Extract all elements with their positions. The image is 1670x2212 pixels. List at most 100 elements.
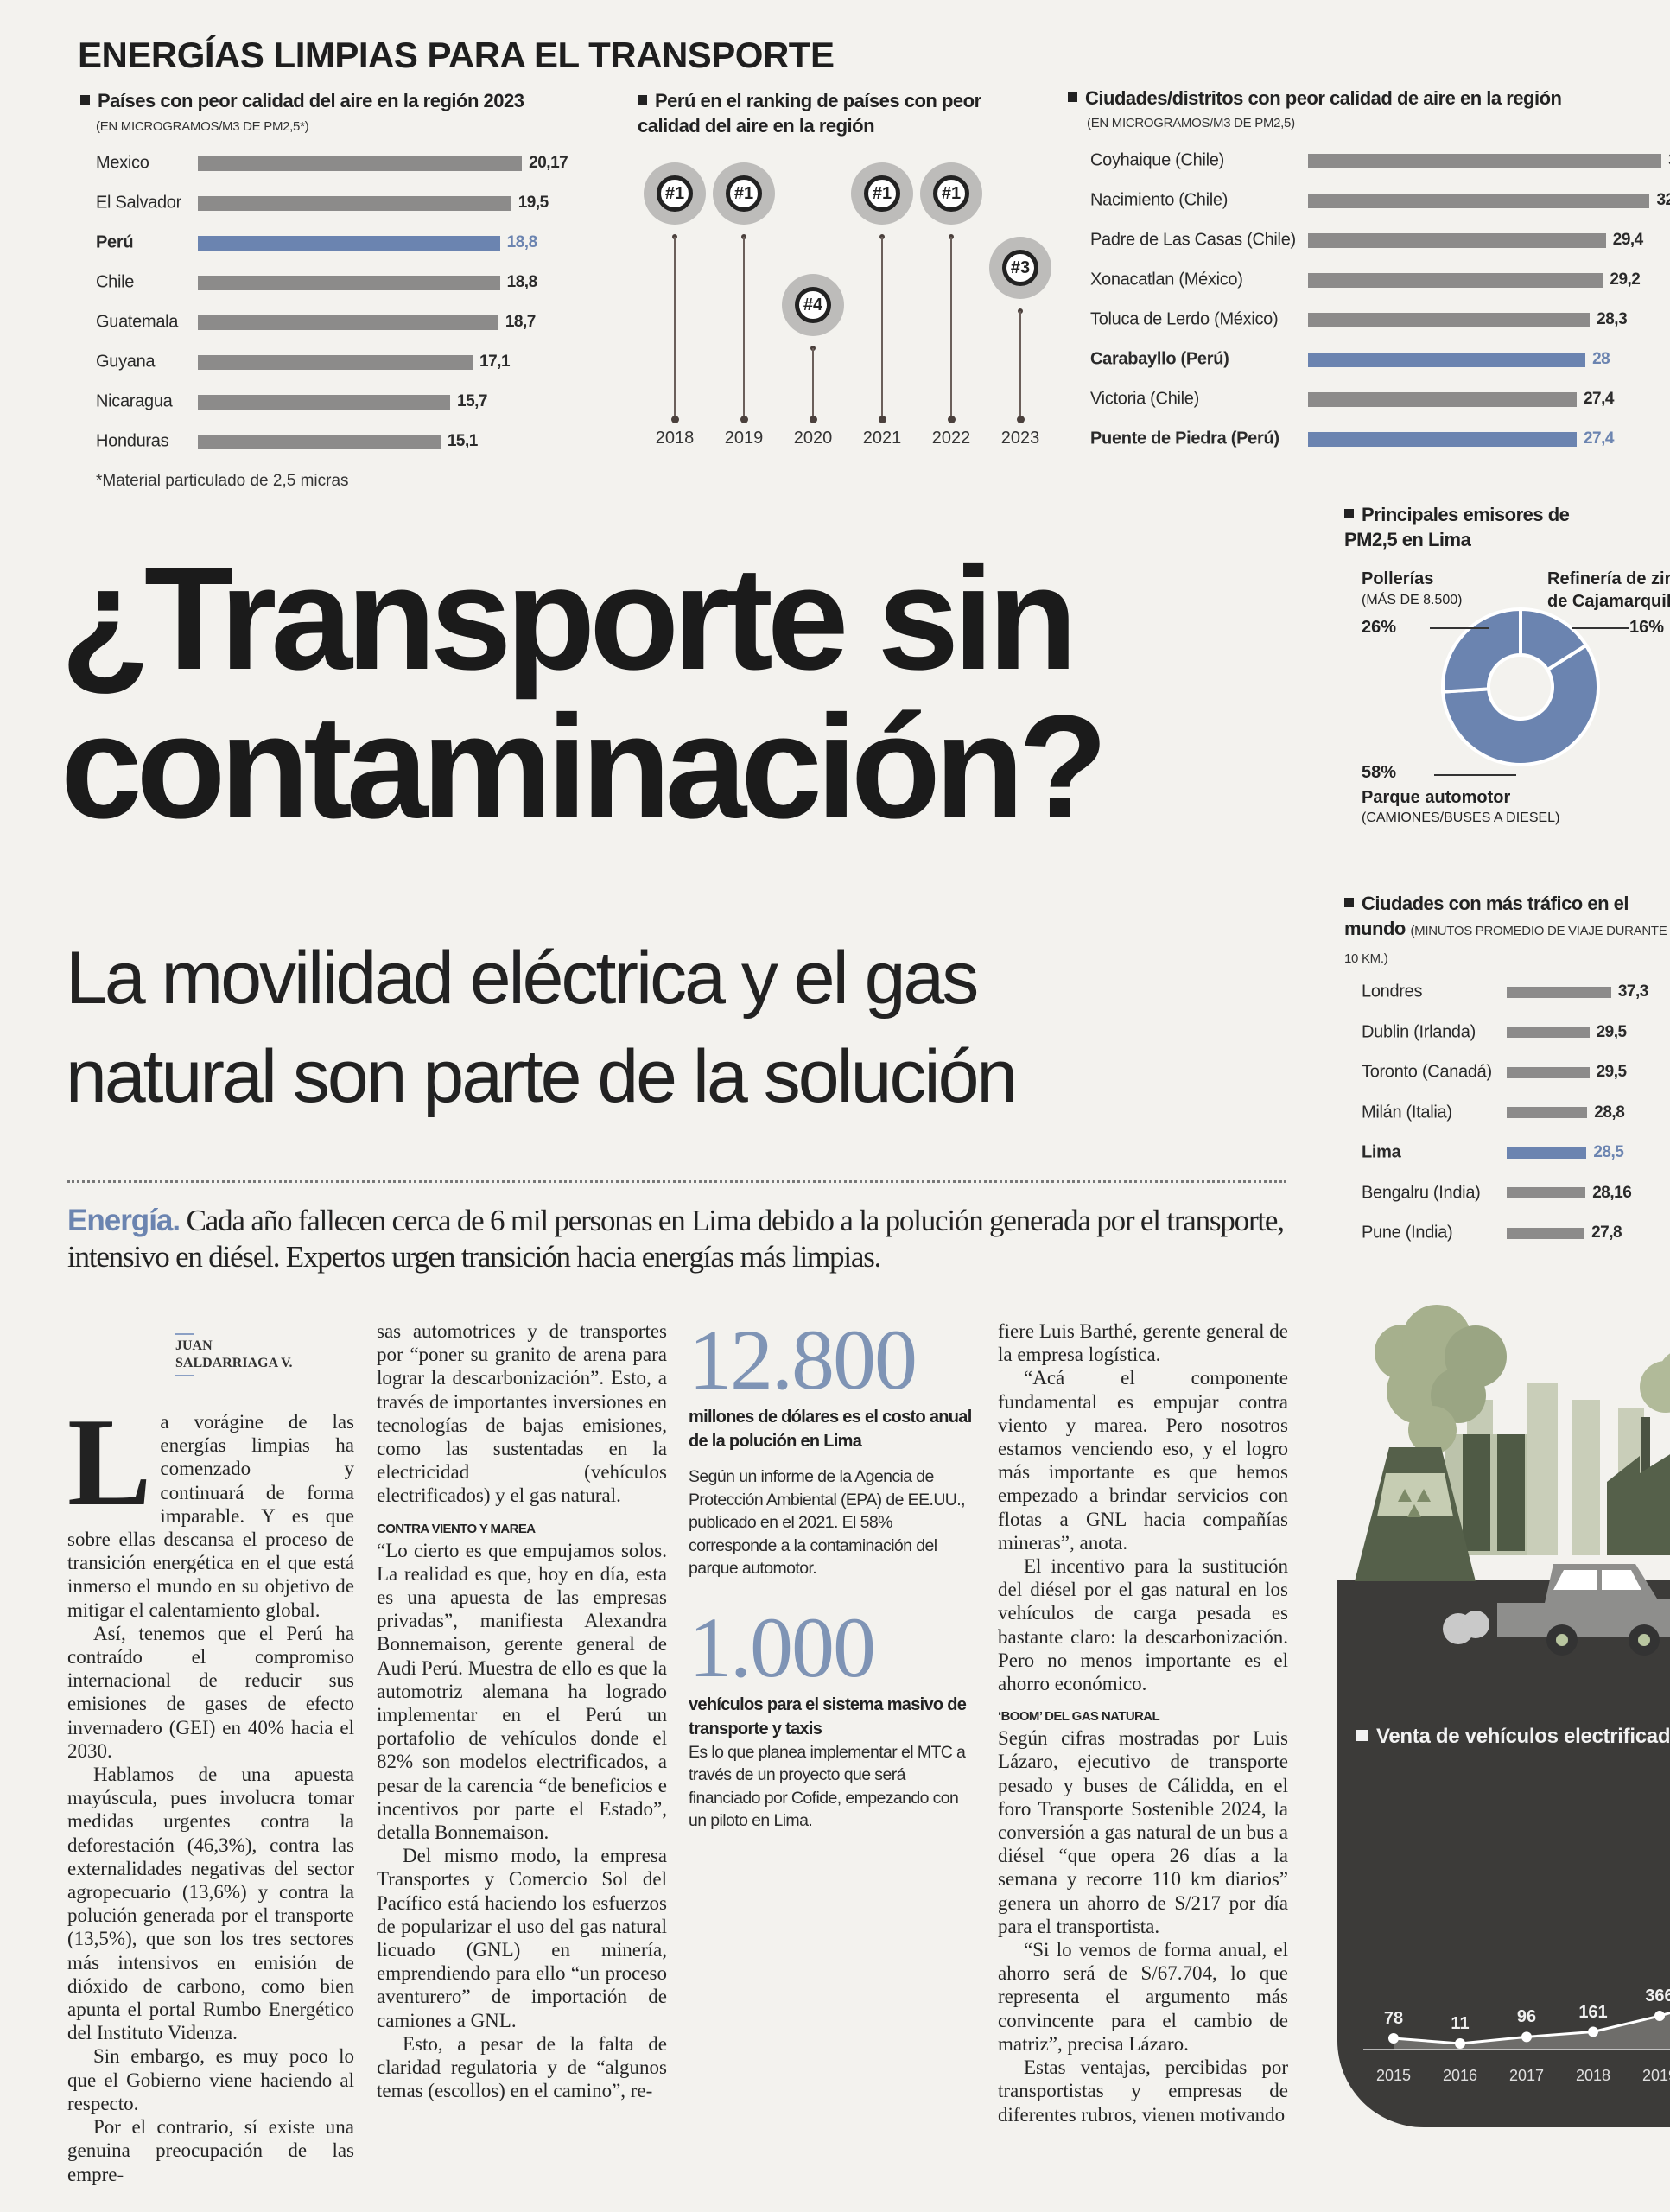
subheadline-line-2: natural son parte de la solución bbox=[66, 1035, 1018, 1118]
bar bbox=[1507, 1107, 1588, 1118]
year-label: 2022 bbox=[931, 429, 971, 448]
rank-line-bottom-dot bbox=[670, 416, 679, 423]
ev-year-label: 2015 bbox=[1375, 2067, 1412, 2084]
ev-value-label: 161 bbox=[1578, 2002, 1608, 2022]
bar-label: Chile bbox=[96, 272, 135, 292]
chart-countries-subtitle: (EN MICROGRAMOS/M3 DE PM2,5*) bbox=[96, 119, 309, 134]
bar bbox=[198, 354, 473, 370]
ev-value-label: 11 bbox=[1451, 2014, 1470, 2033]
rank-badge: #1 bbox=[726, 175, 762, 212]
leader-line bbox=[1430, 627, 1489, 629]
year-label: 2021 bbox=[862, 429, 902, 448]
value-label: 29,5 bbox=[1596, 1022, 1627, 1041]
byline: JUAN SALDARRIAGA V. bbox=[175, 1331, 292, 1379]
byline-rule bbox=[175, 1375, 194, 1376]
drop-cap: L bbox=[67, 1392, 152, 1532]
headline-line-2: contaminación? bbox=[60, 685, 1108, 849]
value-label: 29,5 bbox=[1596, 1063, 1627, 1081]
value-label: 20,17 bbox=[529, 154, 568, 172]
lede-kicker: Energía. bbox=[67, 1204, 181, 1237]
bar bbox=[1308, 272, 1603, 288]
value-label: 27,8 bbox=[1591, 1224, 1622, 1242]
value-label: 18,8 bbox=[506, 233, 537, 251]
value-label: 15,1 bbox=[447, 432, 478, 450]
leader-line bbox=[1434, 774, 1516, 776]
chart-emitters-title: Principales emisores de PM2,5 en Lima bbox=[1344, 502, 1621, 552]
donut-slice bbox=[1441, 607, 1522, 694]
slice-value: 58% bbox=[1362, 763, 1397, 782]
bullet-square-icon bbox=[1344, 509, 1354, 518]
ev-value-label: 96 bbox=[1516, 2007, 1537, 2027]
article-paragraph: sas automotrices y de transportes por “p… bbox=[377, 1320, 667, 1507]
value-label: 27,4 bbox=[1583, 390, 1614, 408]
bar-label: Honduras bbox=[96, 431, 169, 451]
article-column-2: sas automotrices y de transportes por “p… bbox=[377, 1319, 667, 2103]
value-label: 27,4 bbox=[1583, 429, 1614, 448]
stat-number: 12.800 bbox=[689, 1312, 918, 1408]
bar-label: Dublin (Irlanda) bbox=[1362, 1022, 1476, 1041]
slice-value: 16% bbox=[1629, 618, 1665, 637]
rank-line bbox=[1019, 311, 1021, 419]
section-subheading: ‘BOOM’ DEL GAS NATURAL bbox=[998, 1709, 1160, 1725]
ev-point bbox=[1654, 2011, 1665, 2022]
value-label: 19,5 bbox=[518, 194, 549, 212]
paragraph-text: a vorágine de las energías limpias ha co… bbox=[67, 1411, 354, 1621]
headline: ¿Transporte sin contaminación? bbox=[60, 544, 1108, 849]
article-paragraph: Hablamos de una apuesta mayúscula, pues … bbox=[67, 1764, 354, 2044]
bar-label: Pune (India) bbox=[1362, 1223, 1453, 1243]
donut-slice bbox=[1441, 643, 1600, 766]
value-label: 17,1 bbox=[479, 353, 511, 371]
car-icon bbox=[1443, 1564, 1670, 1656]
ev-area bbox=[1394, 2012, 1670, 2050]
rank-badge: #3 bbox=[1002, 250, 1038, 286]
bar bbox=[1308, 232, 1606, 248]
chart-title-text: Principales emisores de PM2,5 en Lima bbox=[1344, 504, 1570, 550]
bar bbox=[1308, 153, 1661, 168]
bar-label: El Salvador bbox=[96, 193, 181, 213]
value-label: 33, bbox=[1668, 151, 1670, 170]
value-label: 28,8 bbox=[1594, 1103, 1625, 1122]
ev-year-label: 2017 bbox=[1508, 2067, 1545, 2084]
bar-label: Guyana bbox=[96, 352, 156, 372]
chart-title-text: Venta de vehículos electrificado bbox=[1376, 1725, 1670, 1748]
year-label: 2023 bbox=[1000, 429, 1040, 448]
article-paragraph: “Si lo vemos de forma anual, el ahorro s… bbox=[998, 1939, 1288, 2055]
section-title: ENERGÍAS LIMPIAS PARA EL TRANSPORTE bbox=[78, 35, 835, 75]
slice-sublabel: (CAMIONES/BUSES A DIESEL) bbox=[1362, 810, 1560, 825]
bar-label: Londres bbox=[1362, 982, 1423, 1001]
slice-label: Parque automotor bbox=[1362, 788, 1511, 807]
cooling-tower-icon bbox=[1355, 1447, 1476, 1581]
bar bbox=[198, 156, 523, 171]
radiation-icon bbox=[1398, 1489, 1431, 1517]
bar bbox=[198, 275, 500, 290]
ev-year-label: 2016 bbox=[1442, 2067, 1478, 2084]
article-paragraph: Por el contrario, sí existe una genuina … bbox=[67, 2116, 354, 2185]
bar-label: Nicaragua bbox=[96, 391, 173, 411]
bar bbox=[1308, 391, 1577, 407]
slice-sublabel: (MÁS DE 8.500) bbox=[1362, 593, 1463, 607]
bar-label: Mexico bbox=[96, 153, 149, 173]
bar bbox=[1507, 986, 1611, 998]
lede: Energía. Cada año fallecen cerca de 6 mi… bbox=[67, 1203, 1294, 1275]
chart-countries-title: Países con peor calidad del aire en la r… bbox=[80, 88, 524, 113]
bar bbox=[198, 315, 498, 330]
article-paragraph: fiere Luis Barthé, gerente general de la… bbox=[998, 1320, 1288, 1366]
stat-text: Según un informe de la Agencia de Protec… bbox=[689, 1467, 966, 1578]
chart-title-text: Ciudades con más tráfico en el mundo bbox=[1344, 893, 1629, 939]
value-label: 28,3 bbox=[1597, 310, 1628, 328]
article-paragraph: Así, tenemos que el Perú ha contraído el… bbox=[67, 1622, 354, 1762]
bar-label: Milán (Italia) bbox=[1362, 1103, 1452, 1122]
slice-label: Pollerías bbox=[1362, 569, 1434, 588]
value-label: 29,4 bbox=[1612, 231, 1643, 249]
bar bbox=[198, 434, 441, 449]
bar-label: Nacimiento (Chile) bbox=[1090, 190, 1229, 210]
bullet-square-icon bbox=[1068, 92, 1077, 102]
lede-text: Cada año fallecen cerca de 6 mil persona… bbox=[67, 1204, 1285, 1274]
year-label: 2020 bbox=[793, 429, 833, 448]
bar-label: Perú bbox=[96, 232, 134, 252]
dotted-divider bbox=[67, 1180, 1286, 1183]
bar bbox=[1308, 352, 1586, 367]
bar-label: Toluca de Lerdo (México) bbox=[1090, 309, 1279, 329]
bar-label: Lima bbox=[1362, 1142, 1401, 1162]
